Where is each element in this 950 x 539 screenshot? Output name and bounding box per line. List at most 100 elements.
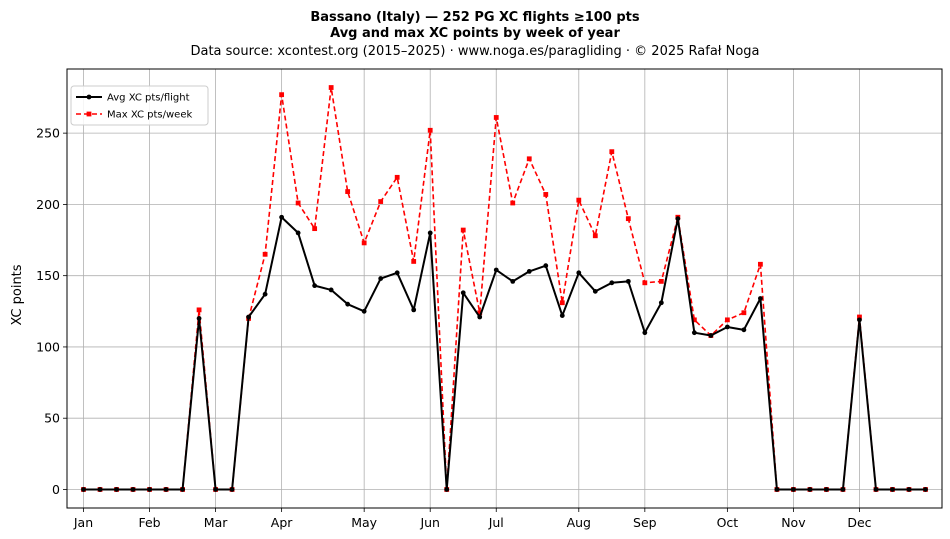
data-point-avg (378, 276, 384, 281)
data-point-avg (361, 308, 367, 314)
x-tick-label: Jun (419, 515, 440, 530)
data-point-avg (147, 487, 152, 492)
data-point-max (559, 300, 565, 306)
grid-lines (67, 69, 942, 508)
data-point-avg (741, 327, 747, 333)
data-point-max (427, 127, 433, 133)
data-point-avg (180, 487, 185, 492)
y-tick-label: 50 (44, 411, 60, 426)
data-point-avg (493, 267, 499, 273)
data-point-avg (279, 214, 285, 220)
data-point-avg (609, 280, 615, 286)
data-point-avg (757, 296, 763, 301)
series-line-avg (83, 216, 926, 491)
data-point-avg (559, 313, 565, 318)
data-point-avg (807, 487, 813, 492)
data-point-avg (229, 487, 235, 492)
series-max (81, 85, 928, 492)
data-point-max (543, 192, 549, 197)
data-point-avg (394, 270, 400, 276)
legend-box (70, 85, 209, 126)
x-tick-label: Oct (717, 515, 739, 530)
series-avg (81, 214, 928, 492)
data-point-max (658, 278, 664, 284)
data-point-max (411, 259, 417, 264)
y-tick-label: 0 (52, 482, 60, 497)
data-point-max (642, 280, 648, 286)
data-point-avg (444, 487, 450, 492)
data-point-avg (328, 287, 334, 293)
data-point-avg (411, 307, 417, 313)
data-point-avg (97, 487, 103, 492)
data-point-max (295, 200, 301, 206)
data-point-avg (130, 487, 136, 492)
data-point-max (526, 156, 532, 162)
data-point-max (328, 85, 334, 90)
legend-label-avg: Avg XC pts/flight (107, 93, 190, 104)
data-point-max (592, 233, 598, 239)
data-point-avg (510, 278, 516, 284)
data-point-max (460, 227, 466, 233)
x-tick-label: Jan (73, 515, 93, 530)
x-tick-label: Aug (567, 515, 591, 530)
data-point-max (857, 314, 862, 320)
data-point-max (477, 310, 483, 316)
y-tick-label: 250 (36, 126, 60, 141)
x-tick-label: Nov (781, 515, 806, 530)
chart-title-line-2: Avg and max XC points by week of year (330, 26, 620, 41)
data-point-avg (824, 487, 829, 492)
data-point-avg (576, 270, 582, 276)
data-point-max (262, 251, 268, 257)
legend-label-max: Max XC pts/week (107, 110, 192, 121)
y-axis-label: XC points (10, 264, 25, 325)
data-point-avg (724, 324, 730, 330)
data-point-avg (246, 314, 252, 320)
data-point-avg (213, 487, 218, 492)
data-point-avg (625, 278, 631, 284)
data-point-avg (857, 317, 862, 323)
data-point-max (394, 174, 400, 180)
x-tick-label: Mar (204, 515, 228, 530)
data-point-avg (196, 316, 202, 321)
data-point-max (378, 199, 384, 204)
data-point-avg (345, 301, 351, 307)
data-point-avg (873, 487, 879, 492)
x-tick-label: Jul (488, 515, 504, 530)
legend: Avg XC pts/flight Max XC pts/week (70, 85, 209, 126)
data-point-avg (675, 216, 681, 222)
legend-marker-avg (86, 94, 92, 100)
data-point-max (625, 216, 631, 222)
data-point-max (345, 189, 351, 194)
data-point-avg (708, 333, 714, 338)
series-layer (81, 85, 928, 492)
data-point-avg (592, 288, 598, 294)
data-point-avg (295, 230, 301, 236)
legend-marker-max (86, 111, 92, 117)
chart-title-line-1: Bassano (Italy) — 252 PG XC flights ≥100… (310, 10, 640, 25)
data-point-avg (774, 487, 780, 492)
x-tick-label: Feb (138, 515, 160, 530)
data-point-avg (427, 230, 433, 236)
data-point-max (361, 240, 367, 246)
data-point-avg (312, 283, 318, 289)
chart-subtitle: Data source: xcontest.org (2015–2025) · … (190, 44, 759, 59)
data-point-max (691, 317, 697, 323)
data-point-avg (543, 263, 549, 269)
data-point-avg (114, 487, 119, 492)
data-point-avg (658, 300, 664, 306)
data-point-avg (477, 314, 483, 320)
y-tick-label: 200 (36, 197, 60, 212)
axis-ticks: Jan Feb Mar Apr May Jun Jul Aug Sep Oct Nov Dec 0 50 1… (36, 126, 872, 530)
y-tick-label: 150 (36, 268, 60, 283)
data-point-avg (840, 487, 846, 492)
data-point-avg (81, 487, 86, 492)
x-tick-label: Sep (633, 515, 657, 530)
data-point-avg (163, 487, 169, 492)
x-tick-label: Dec (847, 515, 871, 530)
data-point-max (196, 307, 202, 313)
data-point-avg (526, 268, 532, 274)
data-point-avg (923, 487, 928, 492)
data-point-avg (460, 290, 466, 296)
data-point-max (312, 226, 318, 232)
